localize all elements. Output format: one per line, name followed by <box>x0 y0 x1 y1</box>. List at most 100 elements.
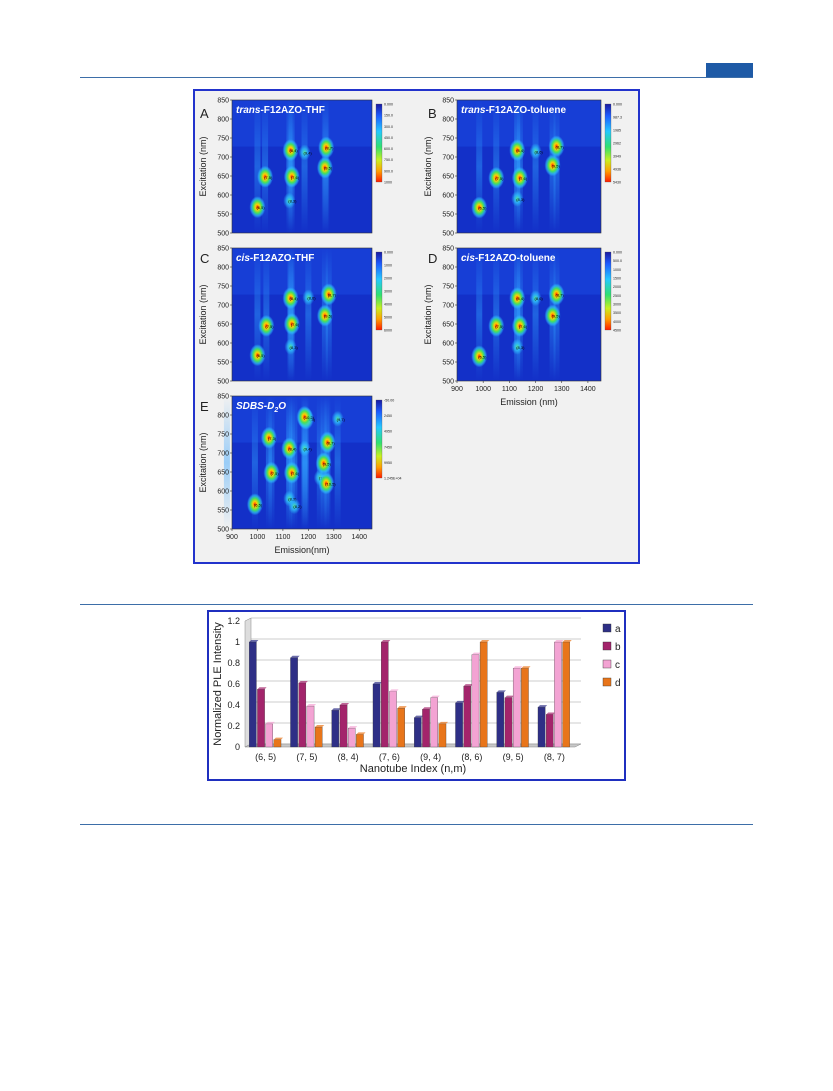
bar-top <box>471 652 482 655</box>
ple-map-figure: (6,5) (7,5) (8,3) (7,6) (8,4) (9,4) (9,5) (8,7)… <box>193 89 640 564</box>
y-tick-label: 550 <box>442 212 454 219</box>
bar-top <box>265 721 275 724</box>
map-spot <box>511 338 524 355</box>
colorbar-label: 3949 <box>613 155 621 159</box>
bar-d <box>273 739 282 748</box>
colorbar-label: 500.0 <box>613 259 622 263</box>
map-streak <box>532 248 539 381</box>
colorbar-label: 3000 <box>613 303 621 307</box>
map-spot <box>298 144 311 161</box>
map-spot <box>511 314 528 337</box>
bar-d <box>356 734 364 748</box>
ple-panel-a: (6,5) (7,5) (8,3) (7,6) (8,4) (9,4) (9,5) (8,7)… <box>198 98 393 238</box>
map-streak <box>476 100 483 233</box>
colorbar-label: 1985 <box>613 129 621 133</box>
map-spot-label: (8,2) <box>293 504 302 509</box>
map-spot <box>283 192 296 209</box>
colorbar-label: 4000 <box>384 303 392 307</box>
colorbar-label: 987.3 <box>613 116 622 120</box>
header-rule <box>80 77 753 78</box>
colorbar-label: 1000 <box>384 264 392 268</box>
y-tick-label: 700 <box>217 303 229 310</box>
bar-top <box>422 707 432 710</box>
bar-d <box>314 726 323 748</box>
bar-a <box>249 641 257 748</box>
map-spot <box>246 493 263 516</box>
y-tick-label: 500 <box>217 527 229 534</box>
map-spot-label: (8,3) <box>516 345 525 350</box>
bar-top <box>331 708 341 711</box>
colorbar-label: 1000 <box>613 268 621 272</box>
map-spot <box>249 196 266 219</box>
section-rule-2 <box>80 824 753 825</box>
legend-swatch-b <box>602 641 612 651</box>
map-spot-label: (8,7) <box>328 292 337 297</box>
x-tick-label: (7, 5) <box>296 752 317 762</box>
ple-panel-e: (6,5)(7,5)(8,3)(7,6)(8,4)(9,4)(9,5)(8,7)… <box>198 394 402 556</box>
ple-panel-b: (6,5) (7,5) (8,3) (7,6) (8,4) (8,6) (9,5) (8,7)… <box>423 98 622 238</box>
y-axis-label: Excitation (nm) <box>423 136 433 196</box>
y-tick-label: 850 <box>442 246 454 253</box>
bar-a <box>496 692 505 748</box>
legend-swatch-d <box>602 677 612 687</box>
x-axis-label: Emission(nm) <box>274 545 329 555</box>
map-spot-label: (8,7) <box>325 146 334 151</box>
panel-letter: B <box>428 106 437 121</box>
legend-swatch-a <box>602 623 612 633</box>
colorbar-label: 2962 <box>613 142 621 146</box>
map-streak <box>223 396 230 529</box>
bar-b <box>339 704 348 748</box>
map-spot <box>249 344 266 367</box>
map-spot <box>281 437 298 460</box>
y-axis-label: Excitation (nm) <box>423 284 433 344</box>
ple-panel-c: (6,5) (7,5) (8,3) (7,6) (8,4) (8,6) (9,5) (8,7)… <box>198 246 393 386</box>
x-tick-label: 1300 <box>554 386 570 393</box>
map-spot <box>316 304 333 327</box>
y-tick-label: 750 <box>217 432 229 439</box>
bar-top <box>290 655 300 658</box>
map-spot <box>284 338 297 355</box>
bar-top <box>249 640 259 642</box>
bar-top <box>504 695 515 698</box>
colorbar-label: 3000 <box>384 290 392 294</box>
bar-a <box>414 717 422 748</box>
map-spot-label: (8,3) <box>288 199 297 204</box>
map-spot-label: (7,6) <box>291 322 300 327</box>
bar-d <box>397 708 405 748</box>
map-spot <box>318 136 335 159</box>
y-tick-label: 550 <box>217 508 229 515</box>
map-spot-label: (10,5) <box>325 481 336 486</box>
x-axis-label: Emission (nm) <box>500 397 558 407</box>
map-spot <box>529 290 542 307</box>
map-spot <box>282 287 299 310</box>
y-tick-label: 800 <box>217 265 229 272</box>
map-spot-label: (7,3) <box>268 436 277 441</box>
map-spot-label: (8,4) <box>516 148 525 153</box>
map-spot-label: (7,6) <box>291 175 300 180</box>
bar-top <box>554 640 564 642</box>
y-tick-label: 750 <box>217 136 229 143</box>
colorbar <box>375 103 383 183</box>
map-spot-label: (8,6) <box>535 149 544 154</box>
map-title: cis-F12AZO-toluene <box>461 253 556 264</box>
bar-top <box>298 680 308 683</box>
y-tick-label: 550 <box>217 212 229 219</box>
map-streak <box>493 100 500 233</box>
map-spot-label: (6,5) <box>478 354 487 359</box>
y-tick-label: 550 <box>442 360 454 367</box>
map-spot <box>260 426 277 449</box>
y-tick-label: 700 <box>217 155 229 162</box>
map-frame <box>231 395 373 530</box>
y-tick-label: 600 <box>217 489 229 496</box>
x-tick-label: (9, 5) <box>503 752 524 762</box>
map-spot <box>318 472 335 495</box>
x-tick-label: (8, 6) <box>461 752 482 762</box>
map-spot <box>471 345 488 368</box>
map-spot <box>529 143 542 160</box>
ple-map-panels: (6,5) (7,5) (8,3) (7,6) (8,4) (9,4) (9,5) (8,7)… <box>198 98 622 556</box>
y-tick-label: 0 <box>235 742 240 752</box>
y-tick-label: 750 <box>442 136 454 143</box>
map-spot-label: (8,4) <box>290 296 299 301</box>
x-tick-label: 900 <box>451 386 463 393</box>
colorbar-label: 5430 <box>613 181 621 185</box>
